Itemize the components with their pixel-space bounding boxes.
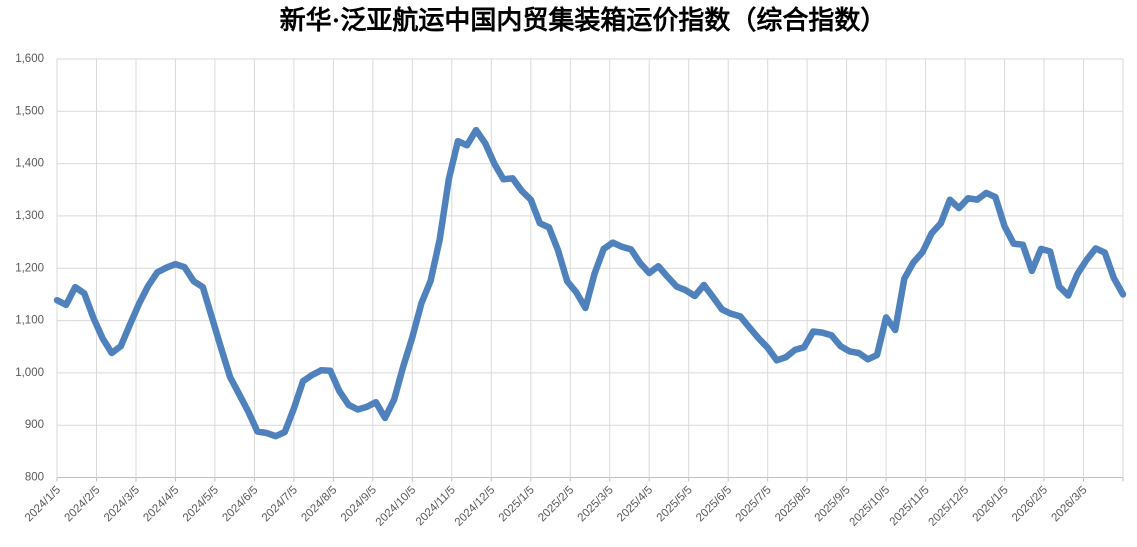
x-tick-label: 2025/4/5: [615, 484, 655, 524]
x-tick-label: 2025/2/5: [536, 484, 576, 524]
x-tick-label: 2024/1/5: [23, 484, 63, 524]
x-tick-label: 2025/9/5: [813, 484, 853, 524]
x-tick-label: 2026/1/5: [971, 484, 1011, 524]
x-tick-label: 2026/2/5: [1010, 484, 1050, 524]
y-tick-label: 1,300: [15, 210, 44, 222]
x-tick-label: 2025/5/5: [655, 484, 695, 524]
x-tick-label: 2024/5/5: [181, 484, 221, 524]
x-gridlines: [56, 59, 1124, 482]
x-tick-label: 2024/10/5: [374, 484, 419, 529]
x-tick-label: 2024/6/5: [220, 484, 260, 524]
y-tick-label: 900: [25, 419, 44, 431]
x-tick-label: 2024/7/5: [260, 484, 300, 524]
x-tick-label: 2024/12/5: [453, 484, 498, 529]
y-tick-label: 1,200: [15, 262, 44, 274]
y-tick-label: 1,000: [15, 367, 44, 379]
x-tick-label: 2024/9/5: [339, 484, 379, 524]
x-tick-label: 2025/7/5: [734, 484, 774, 524]
chart-title: 新华·泛亚航运中国内贸集装箱运价指数（综合指数）: [279, 6, 887, 35]
x-axis-labels: 2024/1/5 2024/2/5 2024/3/5 2024/4/5 2024/5/5…: [23, 484, 1090, 529]
series-line-composite-index: [53, 126, 1127, 440]
x-tick-label: 2024/8/5: [299, 484, 339, 524]
y-tick-label: 800: [25, 472, 44, 484]
x-tick-label: 2025/10/5: [848, 484, 893, 529]
x-tick-label: 2026/3/5: [1049, 484, 1089, 524]
x-tick-label: 2025/11/5: [888, 484, 932, 528]
x-tick-label: 2024/11/5: [414, 484, 458, 528]
x-tick-label: 2025/12/5: [927, 484, 972, 529]
y-tick-label: 1,500: [15, 105, 44, 117]
y-axis-labels: 800 900 1,000 1,100 1,200 1,300 1,400 1,500 1,60…: [15, 53, 44, 484]
y-gridlines: [57, 58, 1123, 478]
x-tick-label: 2025/6/5: [694, 484, 734, 524]
y-tick-label: 1,400: [15, 158, 44, 170]
x-tick-label: 2024/4/5: [141, 484, 181, 524]
x-tick-label: 2025/3/5: [576, 484, 616, 524]
x-tick-label: 2025/1/5: [497, 484, 537, 524]
y-tick-label: 1,600: [15, 53, 44, 65]
x-tick-label: 2024/2/5: [62, 484, 102, 524]
x-tick-label: 2024/3/5: [102, 484, 142, 524]
x-tick-label: 2025/8/5: [773, 484, 813, 524]
y-tick-label: 1,100: [15, 315, 44, 327]
